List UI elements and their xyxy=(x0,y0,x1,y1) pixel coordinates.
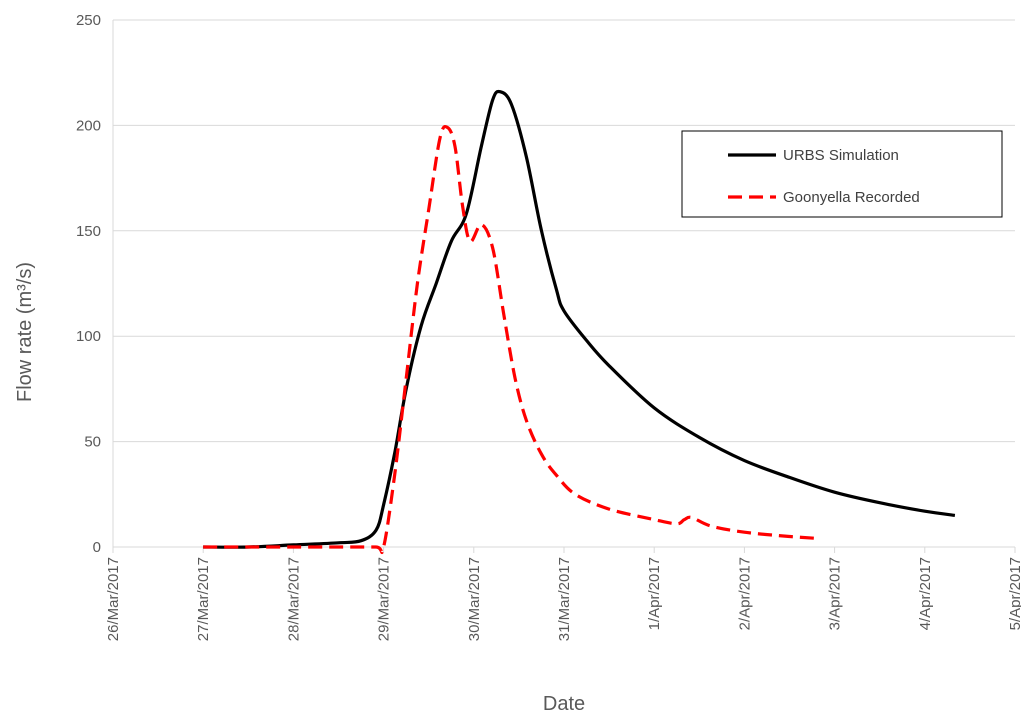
series-line-urbs-simulation xyxy=(203,89,956,549)
x-tick-label: 2/Apr/2017 xyxy=(736,557,753,630)
x-tick-label: 27/Mar/2017 xyxy=(195,557,212,641)
legend-label-urbs-simulation: URBS Simulation xyxy=(783,147,899,164)
x-tick-label: 1/Apr/2017 xyxy=(646,557,663,630)
x-tick-label: 5/Apr/2017 xyxy=(1007,557,1021,630)
x-tick-label: 29/Mar/2017 xyxy=(376,557,393,641)
y-tick-label: 100 xyxy=(76,328,101,345)
legend: URBS Simulation Goonyella Recorded xyxy=(681,130,1003,218)
x-tick-label: 26/Mar/2017 xyxy=(105,557,122,641)
x-tick-labels: 26/Mar/2017 27/Mar/2017 28/Mar/2017 29/Mar/… xyxy=(105,557,1021,641)
axes xyxy=(112,20,1016,553)
gridlines xyxy=(113,19,1015,443)
y-tick-label: 250 xyxy=(76,12,101,29)
y-axis-title: Flow rate (m³/s) xyxy=(14,262,36,402)
legend-box xyxy=(681,130,1003,218)
x-axis-title: Date xyxy=(543,693,585,715)
y-tick-label: 150 xyxy=(76,223,101,240)
legend-label-goonyella-recorded: Goonyella Recorded xyxy=(783,189,920,206)
x-tick-label: 31/Mar/2017 xyxy=(556,557,573,641)
y-tick-label: 0 xyxy=(93,539,101,556)
y-tick-label: 50 xyxy=(84,434,101,451)
x-tick-label: 4/Apr/2017 xyxy=(917,557,934,630)
x-tick-label: 30/Mar/2017 xyxy=(466,557,483,641)
x-tick-label: 3/Apr/2017 xyxy=(827,557,844,630)
y-tick-label: 200 xyxy=(76,117,101,134)
series-lines xyxy=(203,89,956,555)
y-tick-labels: 0 50 100 150 200 250 xyxy=(76,12,101,556)
series-line-goonyella-recorded xyxy=(203,124,820,555)
x-tick-label: 28/Mar/2017 xyxy=(285,557,302,641)
